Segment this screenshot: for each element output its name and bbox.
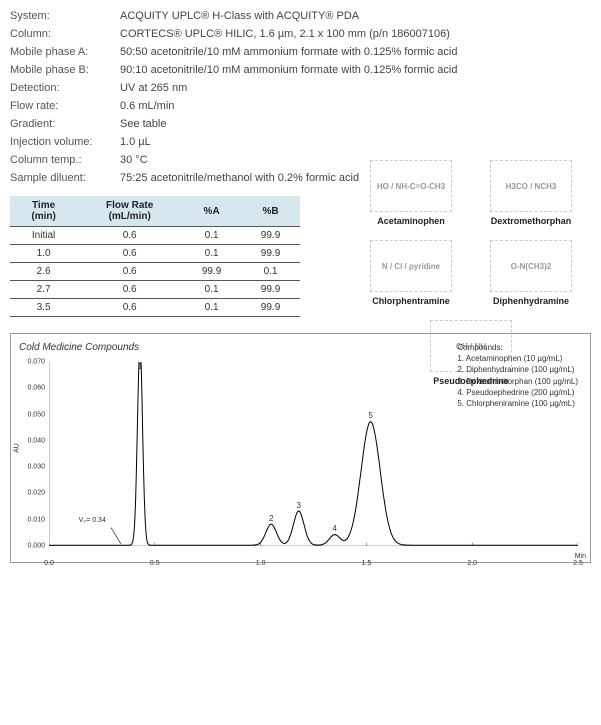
molecule-row: HO / NH-C=O-CH3 Acetaminophen H3CO / NCH… bbox=[351, 160, 591, 226]
param-label: Column: bbox=[10, 28, 120, 40]
molecule-item: O-N(CH3)2 Diphenhydramine bbox=[476, 240, 586, 306]
x-tick-label: 0.5 bbox=[150, 560, 160, 567]
param-label: Gradient: bbox=[10, 118, 120, 130]
table-header: %B bbox=[241, 196, 300, 227]
table-cell: 0.6 bbox=[77, 245, 182, 263]
param-value: 50:50 acetonitrile/10 mM ammonium format… bbox=[120, 46, 591, 58]
params-list: System:ACQUITY UPLC® H-Class with ACQUIT… bbox=[10, 10, 591, 184]
y-tick-label: 0.040 bbox=[27, 437, 45, 444]
molecule-label: Chlorphentramine bbox=[372, 296, 450, 306]
param-label: Column temp.: bbox=[10, 154, 120, 166]
table-header: %A bbox=[182, 196, 241, 227]
table-cell: 99.9 bbox=[182, 263, 241, 281]
param-value: 0.6 mL/min bbox=[120, 100, 591, 112]
peak-label: 3 bbox=[296, 501, 300, 510]
table-cell: 3.5 bbox=[10, 299, 77, 317]
table-row: 2.60.699.90.1 bbox=[10, 263, 300, 281]
chromatogram-trace bbox=[49, 362, 578, 546]
top-section: System:ACQUITY UPLC® H-Class with ACQUIT… bbox=[10, 10, 591, 317]
table-cell: 99.9 bbox=[241, 281, 300, 299]
x-tick-label: 2.5 bbox=[573, 560, 583, 567]
table-cell: Initial bbox=[10, 227, 77, 245]
structure-icon: N / Cl / pyridine bbox=[370, 240, 452, 292]
param-label: System: bbox=[10, 10, 120, 22]
table-cell: 0.6 bbox=[77, 299, 182, 317]
y-tick-label: 0.070 bbox=[27, 359, 45, 366]
table-cell: 1.0 bbox=[10, 245, 77, 263]
param-value: ACQUITY UPLC® H-Class with ACQUITY® PDA bbox=[120, 10, 591, 22]
param-value: See table bbox=[120, 118, 591, 130]
x-tick-label: 1.0 bbox=[256, 560, 266, 567]
molecule-label: Acetaminophen bbox=[377, 216, 445, 226]
param-label: Mobile phase B: bbox=[10, 64, 120, 76]
y-tick-label: 0.050 bbox=[27, 411, 45, 418]
y-axis-ticks: 0.0000.0100.0200.0300.0400.0500.0600.070 bbox=[19, 362, 47, 546]
molecule-item: HO / NH-C=O-CH3 Acetaminophen bbox=[356, 160, 466, 226]
param-label: Mobile phase A: bbox=[10, 46, 120, 58]
param-row: Mobile phase A:50:50 acetonitrile/10 mM … bbox=[10, 46, 591, 58]
molecule-item: H3CO / NCH3 Dextromethorphan bbox=[476, 160, 586, 226]
x-tick-label: 2.0 bbox=[467, 560, 477, 567]
param-value: UV at 265 nm bbox=[120, 82, 591, 94]
param-label: Flow rate: bbox=[10, 100, 120, 112]
param-row: Column:CORTECS® UPLC® HILIC, 1.6 µm, 2.1… bbox=[10, 28, 591, 40]
param-row: Detection:UV at 265 nm bbox=[10, 82, 591, 94]
structure-icon: H3CO / NCH3 bbox=[490, 160, 572, 212]
structure-icon: HO / NH-C=O-CH3 bbox=[370, 160, 452, 212]
param-row: Flow rate:0.6 mL/min bbox=[10, 100, 591, 112]
molecule-label: Diphenhydramine bbox=[493, 296, 569, 306]
peak-label: 2 bbox=[269, 514, 273, 523]
param-row: Mobile phase B:90:10 acetonitrile/10 mM … bbox=[10, 64, 591, 76]
peak-label: 1 bbox=[138, 362, 142, 371]
table-header: Time(min) bbox=[10, 196, 77, 227]
table-row: 1.00.60.199.9 bbox=[10, 245, 300, 263]
legend-title: Compounds: bbox=[457, 342, 578, 353]
table-cell: 0.1 bbox=[182, 227, 241, 245]
table-cell: 2.7 bbox=[10, 281, 77, 299]
table-cell: 99.9 bbox=[241, 245, 300, 263]
peak-label: 4 bbox=[332, 524, 336, 533]
chromatogram-box: Cold Medicine Compounds Compounds: 1. Ac… bbox=[10, 333, 591, 563]
table-row: 3.50.60.199.9 bbox=[10, 299, 300, 317]
param-label: Injection volume: bbox=[10, 136, 120, 148]
table-cell: 0.1 bbox=[182, 281, 241, 299]
table-cell: 2.6 bbox=[10, 263, 77, 281]
table-cell: 0.1 bbox=[182, 299, 241, 317]
x-tick-label: 0.0 bbox=[44, 560, 54, 567]
table-cell: 0.1 bbox=[182, 245, 241, 263]
param-row: System:ACQUITY UPLC® H-Class with ACQUIT… bbox=[10, 10, 591, 22]
param-value: 1.0 µL bbox=[120, 136, 591, 148]
param-label: Sample diluent: bbox=[10, 172, 120, 184]
chart-area: 1 2 3 4 5 V₀= 0.34 bbox=[49, 362, 578, 546]
table-cell: 0.6 bbox=[77, 263, 182, 281]
peak-label: 5 bbox=[368, 411, 372, 420]
param-value: 90:10 acetonitrile/10 mM ammonium format… bbox=[120, 64, 591, 76]
y-tick-label: 0.000 bbox=[27, 543, 45, 550]
gradient-table: Time(min)Flow Rate(mL/min)%A%B Initial0.… bbox=[10, 196, 300, 317]
molecule-item: N / Cl / pyridine Chlorphentramine bbox=[356, 240, 466, 306]
x-tick-label: 1.5 bbox=[362, 560, 372, 567]
y-tick-label: 0.010 bbox=[27, 516, 45, 523]
table-cell: 0.6 bbox=[77, 281, 182, 299]
param-row: Injection volume:1.0 µL bbox=[10, 136, 591, 148]
v0-label: V₀= 0.34 bbox=[79, 517, 106, 524]
table-cell: 99.9 bbox=[241, 227, 300, 245]
table-cell: 0.6 bbox=[77, 227, 182, 245]
param-value: CORTECS® UPLC® HILIC, 1.6 µm, 2.1 x 100 … bbox=[120, 28, 591, 40]
param-label: Detection: bbox=[10, 82, 120, 94]
y-tick-label: 0.020 bbox=[27, 490, 45, 497]
x-axis-label: Min bbox=[575, 553, 586, 560]
molecule-label: Dextromethorphan bbox=[491, 216, 572, 226]
y-tick-label: 0.030 bbox=[27, 464, 45, 471]
table-header: Flow Rate(mL/min) bbox=[77, 196, 182, 227]
table-cell: 99.9 bbox=[241, 299, 300, 317]
table-cell: 0.1 bbox=[241, 263, 300, 281]
molecule-row: N / Cl / pyridine Chlorphentramine O-N(C… bbox=[351, 240, 591, 306]
table-row: Initial0.60.199.9 bbox=[10, 227, 300, 245]
table-row: 2.70.60.199.9 bbox=[10, 281, 300, 299]
param-row: Gradient:See table bbox=[10, 118, 591, 130]
y-tick-label: 0.060 bbox=[27, 385, 45, 392]
structure-icon: O-N(CH3)2 bbox=[490, 240, 572, 292]
